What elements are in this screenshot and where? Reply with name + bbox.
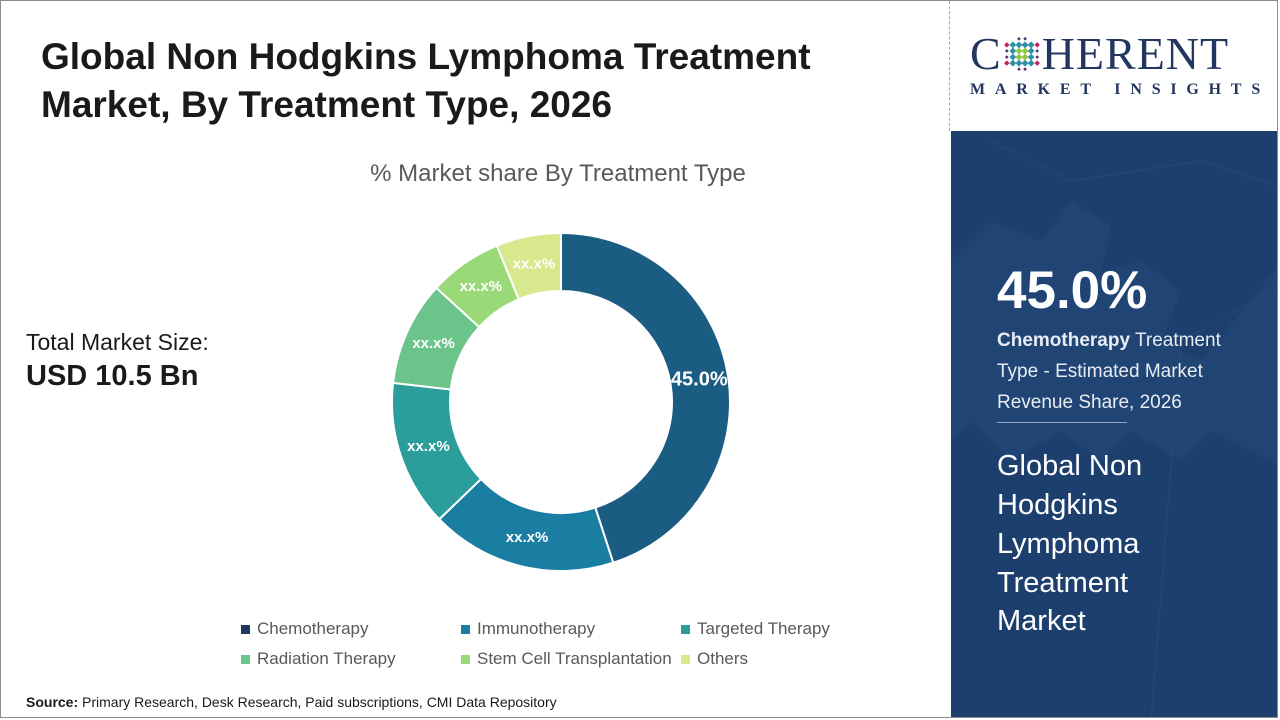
svg-text:xx.x%: xx.x%	[407, 438, 450, 455]
svg-text:xx.x%: xx.x%	[506, 529, 549, 546]
svg-text:xx.x%: xx.x%	[513, 256, 556, 273]
svg-text:45.0%: 45.0%	[671, 368, 728, 390]
svg-text:xx.x%: xx.x%	[412, 335, 455, 352]
svg-text:xx.x%: xx.x%	[460, 278, 503, 295]
